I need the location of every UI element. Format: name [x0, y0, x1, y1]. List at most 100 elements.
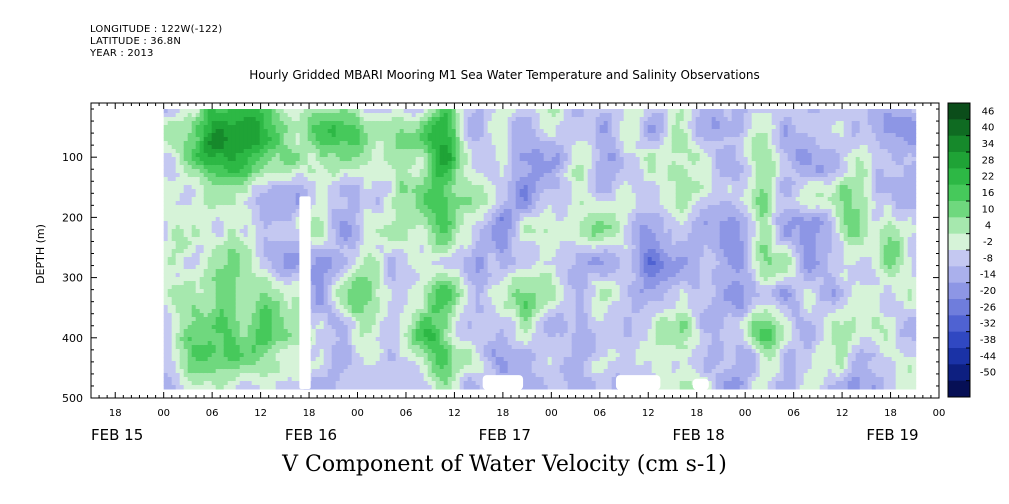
heatmap-cell	[179, 281, 185, 286]
heatmap-cell	[255, 169, 261, 174]
heatmap-cell	[363, 341, 369, 346]
heatmap-cell	[367, 141, 373, 146]
heatmap-cell	[163, 385, 169, 390]
heatmap-cell	[331, 185, 337, 190]
heatmap-cell	[391, 153, 397, 158]
heatmap-cell	[379, 165, 385, 170]
heatmap-cell	[387, 361, 393, 366]
heatmap-cell	[211, 141, 217, 146]
heatmap-cell	[243, 213, 249, 218]
heatmap-cell	[363, 281, 369, 286]
heatmap-cell	[247, 289, 253, 294]
heatmap-cell	[171, 225, 177, 230]
heatmap-cell	[367, 277, 373, 282]
heatmap-cell	[203, 177, 209, 182]
heatmap-cell	[239, 229, 245, 234]
heatmap-cell	[191, 169, 197, 174]
heatmap-cell	[375, 273, 381, 278]
heatmap-cell	[415, 225, 421, 230]
heatmap-cell	[251, 117, 257, 122]
heatmap-cell	[243, 261, 249, 266]
heatmap-cell	[339, 133, 345, 138]
heatmap-cell	[323, 325, 329, 330]
heatmap-cell	[395, 261, 401, 266]
heatmap-cell	[419, 209, 425, 214]
heatmap-cell	[387, 217, 393, 222]
heatmap-cell	[315, 281, 321, 286]
heatmap-cell	[307, 173, 313, 178]
heatmap-cell	[211, 117, 217, 122]
heatmap-cell	[199, 165, 205, 170]
heatmap-cell	[251, 317, 257, 322]
heatmap-cell	[195, 241, 201, 246]
heatmap-cell	[167, 385, 173, 390]
heatmap-cell	[355, 197, 361, 202]
heatmap-cell	[187, 377, 193, 382]
heatmap-cell	[219, 241, 225, 246]
heatmap-cell	[259, 309, 265, 314]
heatmap-cell	[199, 173, 205, 178]
heatmap-cell	[427, 129, 433, 134]
heatmap-cell	[415, 209, 421, 214]
heatmap-cell	[179, 177, 185, 182]
heatmap-cell	[175, 173, 181, 178]
heatmap-cell	[303, 149, 309, 154]
heatmap-cell	[403, 113, 409, 118]
heatmap-cell	[371, 165, 377, 170]
heatmap-cell	[183, 277, 189, 282]
heatmap-cell	[219, 201, 225, 206]
heatmap-cell	[407, 233, 413, 238]
heatmap-cell	[203, 129, 209, 134]
heatmap-cell	[431, 229, 437, 234]
heatmap-cell	[311, 365, 317, 370]
heatmap-cell	[335, 385, 341, 390]
heatmap-cell	[299, 169, 305, 174]
heatmap-cell	[427, 361, 433, 366]
heatmap-cell	[403, 321, 409, 326]
heatmap-cell	[319, 201, 325, 206]
heatmap-cell	[315, 317, 321, 322]
heatmap-cell	[327, 173, 333, 178]
heatmap-cell	[211, 157, 217, 162]
heatmap-cell	[391, 385, 397, 390]
heatmap-cell	[195, 221, 201, 226]
heatmap-cell	[387, 117, 393, 122]
heatmap-cell	[255, 273, 261, 278]
heatmap-cell	[259, 257, 265, 262]
heatmap-cell	[427, 177, 433, 182]
heatmap-cell	[359, 161, 365, 166]
heatmap-cell	[203, 145, 209, 150]
heatmap-cell	[311, 385, 317, 390]
heatmap-cell	[427, 253, 433, 258]
heatmap-cell	[327, 245, 333, 250]
heatmap-cell	[167, 225, 173, 230]
heatmap-cell	[363, 345, 369, 350]
heatmap-cell	[255, 225, 261, 230]
heatmap-cell	[187, 225, 193, 230]
heatmap-cell	[307, 153, 313, 158]
heatmap-cell	[255, 333, 261, 338]
heatmap-cell	[291, 253, 297, 258]
heatmap-cell	[287, 377, 293, 382]
heatmap-cell	[319, 321, 325, 326]
heatmap-cell	[287, 237, 293, 242]
heatmap-cell	[183, 209, 189, 214]
heatmap-cell	[295, 245, 301, 250]
heatmap-cell	[395, 213, 401, 218]
heatmap-cell	[423, 345, 429, 350]
heatmap-cell	[167, 201, 173, 206]
heatmap-cell	[419, 337, 425, 342]
heatmap-cell	[163, 297, 169, 302]
heatmap-cell	[211, 261, 217, 266]
heatmap-cell	[363, 157, 369, 162]
heatmap-cell	[411, 325, 417, 330]
heatmap-cell	[175, 133, 181, 138]
heatmap-cell	[443, 229, 449, 234]
heatmap-cell	[187, 149, 193, 154]
heatmap-cell	[359, 129, 365, 134]
heatmap-cell	[319, 361, 325, 366]
heatmap-cell	[339, 245, 345, 250]
heatmap-cell	[399, 329, 405, 334]
heatmap-cell	[435, 193, 441, 198]
heatmap-cell	[415, 197, 421, 202]
